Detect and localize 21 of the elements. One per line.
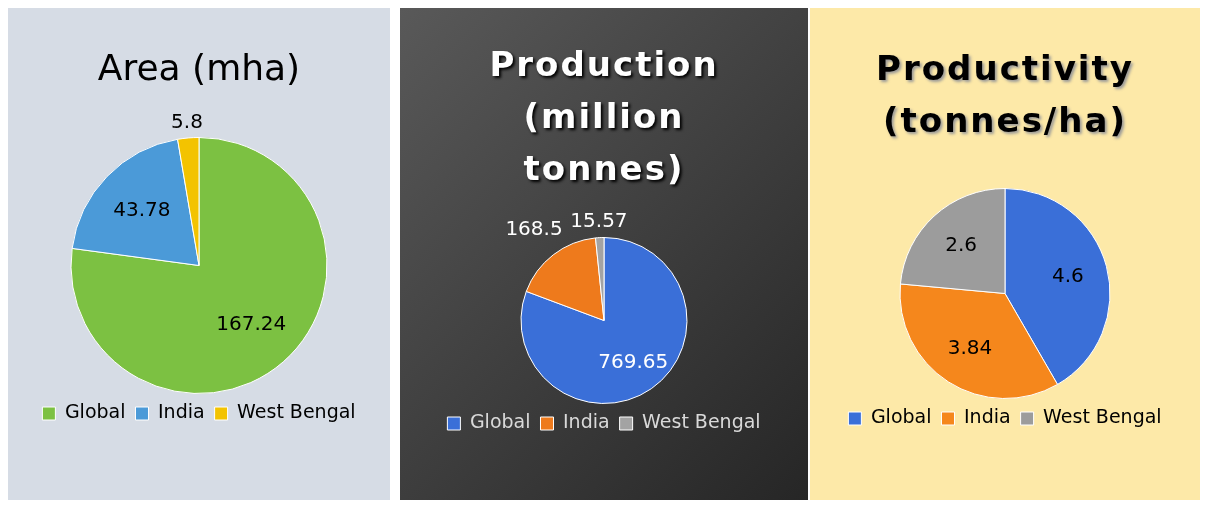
data-label: 15.57 — [570, 208, 628, 233]
legend-label: Global — [64, 400, 126, 423]
legend-label: Global — [870, 405, 932, 428]
data-label: 2.6 — [945, 231, 978, 256]
chart-title: Production (million tonnes) — [488, 43, 720, 190]
chart-title: Productivity (tonnes/ha) — [875, 47, 1135, 142]
legend-label: Global — [469, 410, 531, 433]
data-label: 43.78 — [113, 196, 171, 221]
legend-label: West Bengal — [237, 400, 356, 423]
legend-label: India — [157, 400, 205, 423]
data-label: 3.84 — [947, 334, 993, 359]
data-label: 769.65 — [598, 348, 669, 373]
chart-title: Area (mha) — [96, 46, 302, 90]
data-label: 5.8 — [171, 108, 203, 133]
data-label: 167.24 — [216, 311, 287, 336]
data-label: 168.5 — [505, 216, 563, 241]
legend-label: West Bengal — [642, 410, 761, 433]
data-label: 4.6 — [1051, 262, 1084, 287]
legend-label: India — [963, 405, 1011, 428]
legend-label: India — [562, 410, 610, 433]
legend-label: West Bengal — [1043, 405, 1162, 428]
